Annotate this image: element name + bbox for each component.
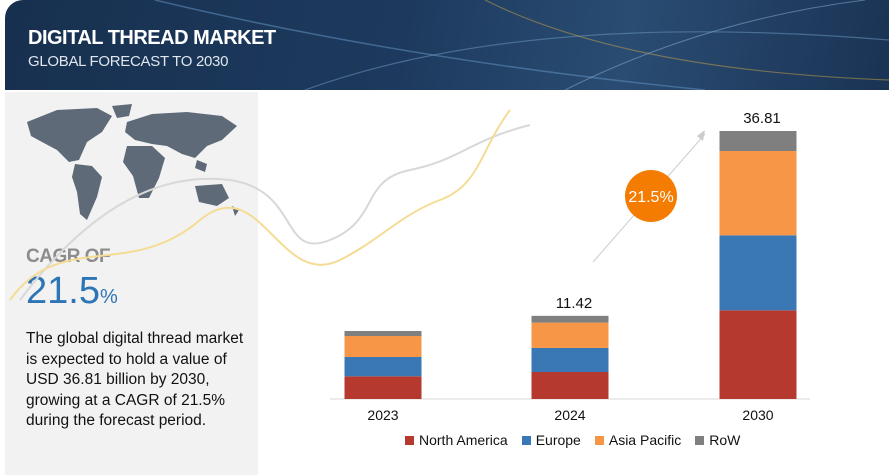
bar-segment-europe-2023	[344, 356, 422, 377]
legend-label: RoW	[709, 432, 741, 448]
bar-segment-north-america-2024	[531, 371, 609, 399]
bar-segment-asia-pacific-2023	[344, 336, 422, 357]
legend-item-row: RoW	[695, 432, 740, 448]
page-title: DIGITAL THREAD MARKET	[28, 27, 276, 49]
bar-segment-europe-2030	[719, 235, 797, 311]
x-tick-label-2030: 2030	[742, 407, 773, 423]
legend-swatch	[594, 435, 604, 445]
legend-swatch	[405, 435, 414, 445]
cagr-badge	[625, 170, 677, 222]
header-decoration	[154, 0, 889, 90]
header-banner: DIGITAL THREAD MARKET GLOBAL FORECAST TO…	[5, 0, 889, 90]
market-description: The global digital thread market is expe…	[26, 330, 244, 429]
legend-item-europe: Europe	[521, 432, 581, 448]
legend-item-north-america: North America	[405, 432, 508, 448]
bar-segment-row-2024	[531, 315, 609, 323]
legend-label: Europe	[535, 432, 581, 448]
growth-arrow-head	[697, 130, 705, 141]
bar-segment-europe-2024	[531, 347, 609, 372]
bar-segment-north-america-2023	[344, 376, 422, 399]
chart-legend: North America Europe Asia Pacific RoW	[405, 432, 740, 448]
total-label-2030: 36.81	[743, 110, 781, 127]
bar-segment-asia-pacific-2024	[531, 322, 609, 348]
legend-label: Asia Pacific	[608, 432, 682, 448]
legend-item-asia-pacific: Asia Pacific	[594, 432, 682, 448]
bar-segment-asia-pacific-2030	[719, 151, 797, 236]
x-tick-label-2023: 2023	[367, 407, 398, 423]
bar-segment-row-2023	[344, 330, 422, 337]
legend-label: North America	[419, 432, 508, 448]
x-tick-label-2024: 2024	[554, 407, 585, 423]
page-subtitle: GLOBAL FORECAST TO 2030	[28, 53, 229, 70]
bar-segment-north-america-2030	[719, 310, 797, 399]
cagr-badge-text: 21.5%	[628, 189, 673, 206]
bar-segment-row-2030	[719, 131, 797, 152]
legend-swatch	[695, 435, 705, 445]
total-label-2024: 11.42	[556, 295, 592, 312]
legend-swatch	[521, 435, 531, 445]
